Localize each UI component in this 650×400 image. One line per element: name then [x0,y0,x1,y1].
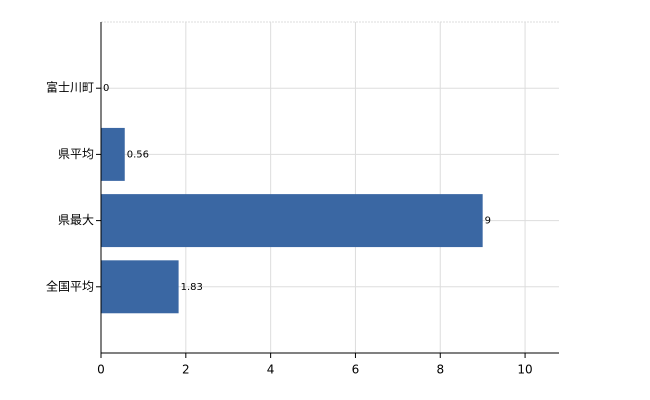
y-tick-label: 県平均 [58,147,94,161]
x-tick-label: 4 [267,363,275,377]
x-tick-label: 0 [97,363,105,377]
value-label: 0 [103,83,109,94]
value-label: 9 [485,216,491,227]
x-tick-label: 6 [352,363,360,377]
bar [101,127,125,181]
y-tick-label: 富士川町 [46,80,94,95]
bar [101,194,483,248]
bar [101,260,179,314]
x-tick-label: 2 [182,363,190,377]
y-tick-label: 県最大 [58,213,94,227]
value-label: 1.83 [181,282,203,293]
x-tick-label: 8 [436,363,444,377]
y-tick-label: 全国平均 [46,278,94,293]
value-label: 0.56 [127,149,149,160]
x-tick-label: 10 [517,363,532,377]
